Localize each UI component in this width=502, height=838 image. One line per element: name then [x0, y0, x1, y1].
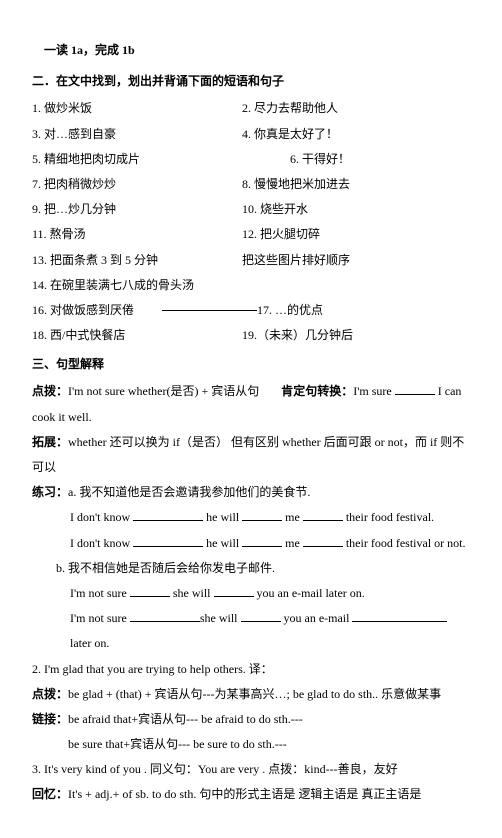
phrase-row: 9. 把…炒几分钟10. 烧些开水: [32, 197, 470, 222]
explain-line-5a: 链接：be afraid that+宾语从句--- be afraid to d…: [32, 707, 470, 732]
text: a. 我不知道他是否会邀请我参加他们的美食节.: [68, 485, 310, 499]
explain-line-6: 回忆：It's + adj.+ of sb. to do sth. 句中的形式主…: [32, 782, 470, 807]
phrase-right: 2. 尽力去帮助他人: [242, 96, 470, 121]
phrase-left: 18. 西/中式快餐店: [32, 323, 242, 348]
text: he will: [203, 536, 242, 550]
phrase-left: 11. 熬骨汤: [32, 222, 242, 247]
phrase-right: 12. 把火腿切碎: [242, 222, 470, 247]
label-lianxi: 练习：: [32, 485, 68, 499]
phrase-17: 17. …的优点: [257, 298, 323, 323]
item-2: 2. I'm glad that you are trying to help …: [32, 657, 470, 682]
section-2-heading: 二．在文中找到，划出并背诵下面的短语和句子: [32, 69, 470, 94]
phrase-row: 3. 对…感到自豪4. 你真是太好了！: [32, 122, 470, 147]
blank: [214, 584, 254, 597]
label-lianjie: 链接：: [32, 712, 68, 726]
phrase-right: 10. 烧些开水: [242, 197, 470, 222]
text: she will: [170, 586, 214, 600]
explain-line-2: 拓展：whether 还可以换为 if（是否） 但有区别 whether 后面可…: [32, 430, 470, 480]
text: their food festival.: [343, 510, 434, 524]
phrase-left: 7. 把肉稍微炒炒: [32, 172, 242, 197]
exercise-line: I don't know he will me their food festi…: [32, 531, 470, 556]
phrase-left: 14. 在碗里装满七八成的骨头汤: [32, 273, 242, 298]
text: whether 还可以换为 if（是否） 但有区别 whether 后面可跟 o…: [32, 435, 464, 474]
explain-line-1: 点拨：I'm not sure whether(是否) + 宾语从句 肯定句转换…: [32, 379, 470, 429]
text: me: [282, 510, 303, 524]
blank: [303, 534, 343, 547]
text: I don't know: [70, 510, 133, 524]
label-huiyi: 回忆：: [32, 787, 68, 801]
text: I'm sure: [353, 384, 394, 398]
phrase-row: 13. 把面条煮 3 到 5 分钟把这些图片排好顺序: [32, 248, 470, 273]
explain-line-4: 点拨：be glad + (that) + 宾语从句---为某事高兴…; be …: [32, 682, 470, 707]
blank: [352, 609, 447, 622]
phrase-left: 9. 把…炒几分钟: [32, 197, 242, 222]
blank: [133, 508, 203, 521]
top-instruction: 一读 1a，完成 1b: [44, 38, 470, 63]
phrase-left: 1. 做炒米饭: [32, 96, 242, 121]
phrase-left: 5. 精细地把肉切成片: [32, 147, 242, 172]
text: It's + adj.+ of sb. to do sth. 句中的形式主语是 …: [68, 787, 421, 801]
phrase-row: 11. 熬骨汤12. 把火腿切碎: [32, 222, 470, 247]
blank: [130, 584, 170, 597]
phrase-row: 5. 精细地把肉切成片6. 干得好！: [32, 147, 470, 172]
blank: [242, 508, 282, 521]
phrase-left: 13. 把面条煮 3 到 5 分钟: [32, 248, 242, 273]
text: their food festival or not.: [343, 536, 466, 550]
text: you an e-mail: [281, 611, 353, 625]
text: he will: [203, 510, 242, 524]
phrase-right: 6. 干得好！: [242, 147, 470, 172]
practice-line: 练习：a. 我不知道他是否会邀请我参加他们的美食节.: [32, 480, 470, 505]
item-3: 3. It's very kind of you . 同义句：You are v…: [32, 757, 470, 782]
explain-line-5b: be sure that+宾语从句--- be sure to do sth.-…: [32, 732, 470, 757]
exercise-line: I'm not sure she will you an e-mail late…: [32, 581, 470, 606]
label-dianbo: 点拨：: [32, 687, 68, 701]
phrase-row: 14. 在碗里装满七八成的骨头汤: [32, 273, 470, 298]
phrase-row: 1. 做炒米饭2. 尽力去帮助他人: [32, 96, 470, 121]
text: be afraid that+宾语从句--- be afraid to do s…: [68, 712, 303, 726]
text: I don't know: [70, 536, 133, 550]
phrase-right: 把这些图片排好顺序: [242, 248, 470, 273]
exercise-line: I don't know he will me their food festi…: [32, 505, 470, 530]
phrase-row: 7. 把肉稍微炒炒8. 慢慢地把米加进去: [32, 172, 470, 197]
phrase-16: 16. 对做饭感到厌倦: [32, 298, 134, 323]
label-affirm: 肯定句转换：: [281, 384, 353, 398]
phrase-row: 18. 西/中式快餐店19.（未来）几分钟后: [32, 323, 470, 348]
blank: [241, 609, 281, 622]
blank: [130, 609, 200, 622]
text: she will: [200, 611, 241, 625]
phrase-left: 3. 对…感到自豪: [32, 122, 242, 147]
text: later on.: [70, 636, 109, 650]
blank: [162, 298, 257, 311]
text: me: [282, 536, 303, 550]
phrase-right: 4. 你真是太好了！: [242, 122, 470, 147]
practice-b: b. 我不相信她是否随后会给你发电子邮件.: [32, 556, 470, 581]
blank: [395, 382, 435, 395]
phrase-right: 8. 慢慢地把米加进去: [242, 172, 470, 197]
label-tuozhan: 拓展：: [32, 435, 68, 449]
text: be glad + (that) + 宾语从句---为某事高兴…; be gla…: [68, 687, 441, 701]
exercise-line: I'm not sure she will you an e-mail late…: [32, 606, 470, 656]
label-dianbo: 点拨：: [32, 384, 68, 398]
text: I'm not sure: [70, 611, 130, 625]
blank: [133, 534, 203, 547]
text: I'm not sure: [70, 586, 130, 600]
phrase-row-16: 16. 对做饭感到厌倦 17. …的优点: [32, 298, 470, 323]
text: I'm not sure whether(是否) + 宾语从句: [68, 384, 259, 398]
section-3-heading: 三、句型解释: [32, 352, 470, 377]
blank: [303, 508, 343, 521]
text: you an e-mail later on.: [254, 586, 365, 600]
blank: [242, 534, 282, 547]
phrase-right: 19.（未来）几分钟后: [242, 323, 470, 348]
